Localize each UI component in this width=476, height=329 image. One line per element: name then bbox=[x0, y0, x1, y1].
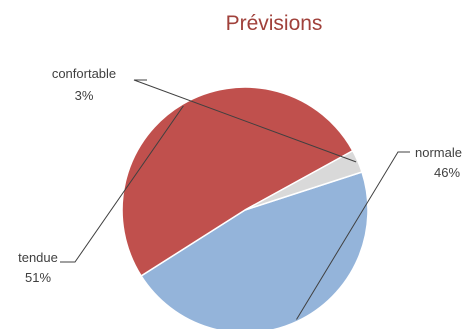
pie-slices bbox=[121, 86, 369, 329]
slice-percent-label: 46% bbox=[434, 165, 460, 180]
slice-name-label: confortable bbox=[52, 66, 116, 81]
leader-line-confortable bbox=[133, 79, 357, 163]
pie-slice-confortable bbox=[244, 149, 363, 211]
leader-line-normale bbox=[296, 151, 410, 320]
slice-percent-label: 51% bbox=[25, 270, 51, 285]
chart-title: Prévisions bbox=[226, 12, 323, 35]
pie-slice-tendue bbox=[121, 86, 354, 277]
slice-name-label: tendue bbox=[18, 250, 58, 265]
pie-slice-normale bbox=[140, 171, 369, 329]
leader-line-tendue bbox=[60, 105, 184, 263]
slice-name-label: normale bbox=[415, 145, 462, 160]
slice-labels: normale 46% tendue 51% confortable 3% bbox=[18, 66, 462, 320]
slice-percent-label: 3% bbox=[75, 88, 94, 103]
